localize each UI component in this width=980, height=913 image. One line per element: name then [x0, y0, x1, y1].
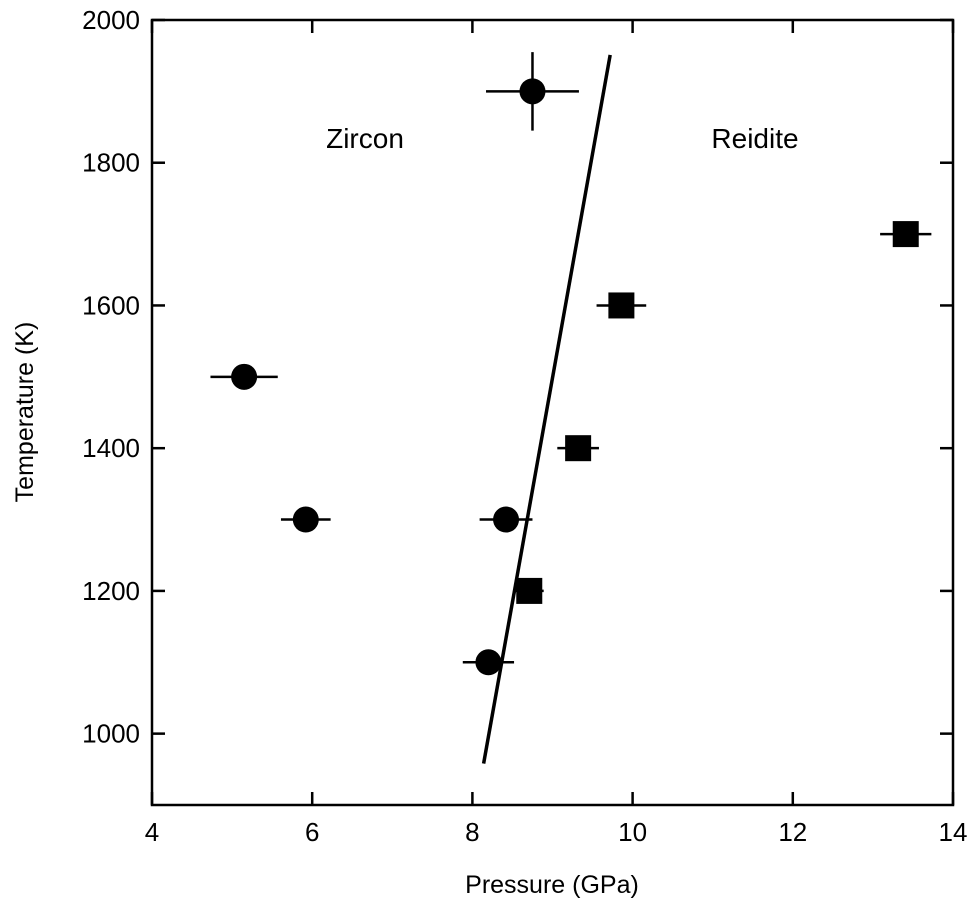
y-tick-label: 1200 — [82, 576, 140, 606]
x-tick-label: 6 — [305, 817, 319, 847]
square-point — [565, 435, 592, 462]
y-tick-label: 1800 — [82, 148, 140, 178]
square-point — [892, 221, 919, 248]
x-tick-label: 4 — [145, 817, 159, 847]
x-tick-label: 8 — [465, 817, 479, 847]
phase-label: Zircon — [326, 123, 404, 154]
circle-point — [519, 78, 546, 105]
y-axis-title: Temperature (K) — [11, 322, 39, 503]
x-axis-title: Pressure (GPa) — [465, 871, 639, 899]
x-tick-label: 14 — [939, 817, 968, 847]
circle-point — [475, 649, 502, 676]
circle-point — [231, 363, 258, 390]
circle-point — [292, 506, 319, 533]
phase-label: Reidite — [711, 123, 798, 154]
square-point — [516, 577, 543, 604]
square-point — [608, 292, 635, 319]
y-tick-label: 2000 — [82, 5, 140, 35]
plot-frame — [150, 18, 955, 807]
y-tick-label: 1400 — [82, 433, 140, 463]
y-tick-label: 1600 — [82, 290, 140, 320]
x-tick-label: 12 — [778, 817, 807, 847]
phase-boundary — [481, 54, 612, 764]
y-tick-label: 1000 — [82, 719, 140, 749]
circle-point — [493, 506, 520, 533]
x-tick-label: 10 — [618, 817, 647, 847]
